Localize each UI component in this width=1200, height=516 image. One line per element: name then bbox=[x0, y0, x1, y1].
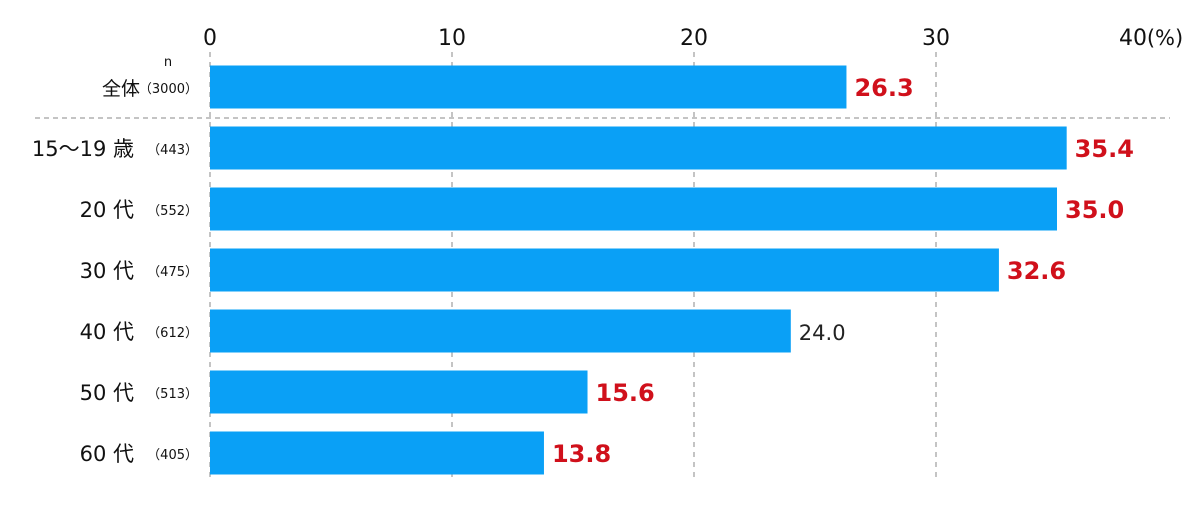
value-label: 35.4 bbox=[1075, 135, 1134, 163]
category-n: （3000） bbox=[139, 82, 198, 97]
bar bbox=[210, 126, 1067, 170]
bar bbox=[210, 370, 588, 414]
x-tick-label: 0 bbox=[203, 26, 217, 51]
x-tick-label: 40 bbox=[1119, 26, 1147, 51]
category-n: （443） bbox=[147, 143, 198, 158]
category-n: （552） bbox=[147, 204, 198, 219]
x-tick-label: 10 bbox=[438, 26, 466, 51]
bar bbox=[210, 431, 544, 475]
category-n: （475） bbox=[147, 265, 198, 280]
n-label: n bbox=[164, 55, 172, 70]
value-label: 13.8 bbox=[552, 440, 611, 468]
category-label: 20 代 bbox=[80, 198, 134, 222]
category-n: （612） bbox=[147, 326, 198, 341]
value-label: 32.6 bbox=[1007, 257, 1066, 285]
category-n: （405） bbox=[147, 448, 198, 463]
value-label: 26.3 bbox=[854, 74, 913, 102]
category-label: 30 代 bbox=[80, 259, 134, 283]
value-label: 35.0 bbox=[1065, 196, 1124, 224]
bar bbox=[210, 248, 999, 292]
category-label: 全体 bbox=[102, 78, 140, 100]
category-n: （513） bbox=[147, 387, 198, 402]
category-label: 50 代 bbox=[80, 381, 134, 405]
category-label: 15～19 歳 bbox=[32, 137, 134, 161]
unit-label: (%) bbox=[1147, 26, 1183, 50]
value-label: 24.0 bbox=[799, 321, 846, 345]
category-label: 60 代 bbox=[80, 442, 134, 466]
x-tick-label: 30 bbox=[922, 26, 950, 51]
category-label: 40 代 bbox=[80, 320, 134, 344]
value-label: 15.6 bbox=[596, 379, 655, 407]
bar bbox=[210, 65, 847, 109]
x-tick-label: 20 bbox=[680, 26, 708, 51]
bar bbox=[210, 309, 791, 353]
bar bbox=[210, 187, 1057, 231]
